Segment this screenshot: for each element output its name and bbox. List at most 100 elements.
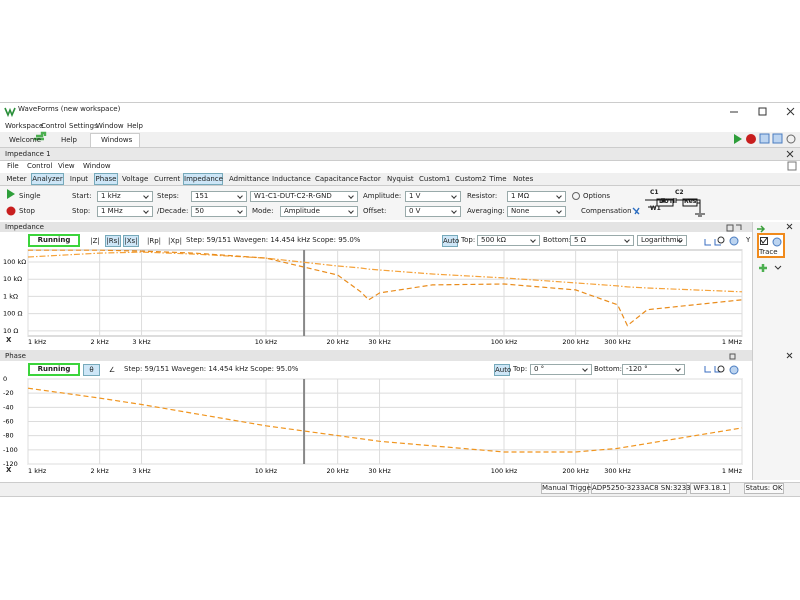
instrument-tab[interactable]: Custom2 [455, 175, 487, 183]
circuit-diagram [645, 198, 705, 217]
tab[interactable]: Windows [101, 136, 133, 144]
label: Top: [461, 236, 476, 244]
auto-button[interactable]: Auto [494, 364, 512, 376]
y-tick-label: -20 [3, 389, 14, 397]
instrument-tab[interactable]: Phase [94, 173, 118, 185]
panel-close[interactable] [786, 352, 793, 359]
single-icon[interactable] [7, 189, 15, 199]
trace-toggle[interactable]: θ [83, 364, 100, 376]
bottom-combo[interactable]: -120 ° [622, 364, 685, 375]
menu-item[interactable]: Help [127, 122, 143, 130]
instrument-tab[interactable]: Current [154, 175, 181, 183]
sidebar-arrow[interactable] [757, 225, 766, 233]
scale-combo[interactable]: Logarithmic [637, 235, 687, 246]
acquisition-info: Step: 59/151 Wavegen: 14.454 kHz Scope: … [124, 365, 299, 373]
trace-toggle[interactable]: |Rp| [147, 237, 162, 245]
zoom-icon[interactable] [717, 365, 725, 373]
close-icon[interactable] [786, 107, 795, 116]
y-tick-label: -60 [3, 418, 14, 426]
instrument-tab[interactable]: Input [69, 175, 89, 183]
compensation-icon[interactable] [632, 207, 640, 215]
tab-bar [0, 132, 800, 148]
auto-button[interactable]: Auto [442, 235, 460, 247]
menu-item[interactable]: Control [27, 162, 53, 170]
instrument-tab[interactable]: Meter [6, 175, 27, 183]
options-button[interactable]: Options [583, 192, 611, 200]
run-icon[interactable] [734, 134, 742, 144]
mode-combo[interactable]: Amplitude [280, 206, 358, 217]
trace-toggle[interactable]: |Xs| [123, 235, 139, 247]
instrument-tab[interactable]: Impedance [183, 173, 223, 185]
y-button[interactable]: Y [746, 236, 751, 244]
settings-icon[interactable] [786, 134, 796, 144]
circuit-label: Res [684, 198, 697, 205]
plot-icons[interactable] [704, 366, 721, 373]
tab[interactable]: Help [61, 136, 77, 144]
close-instrument-icon[interactable] [786, 150, 794, 158]
zoom-icon[interactable] [717, 236, 725, 244]
bottom-combo[interactable]: 5 Ω [570, 235, 634, 246]
maximize-icon[interactable] [758, 107, 767, 116]
add-trace-dropdown[interactable] [774, 265, 782, 270]
stop-icon[interactable] [746, 134, 756, 144]
x-button[interactable]: X [6, 336, 12, 344]
menu-item[interactable]: Window [83, 162, 111, 170]
instrument-tab[interactable]: Factor [359, 175, 381, 183]
tab[interactable]: Welcome [9, 136, 42, 144]
trace-toggle[interactable]: |Rs| [105, 235, 121, 247]
resistor-combo[interactable]: 1 MΩ [507, 191, 566, 202]
instrument-tab[interactable]: Admittance [229, 175, 270, 183]
steps-combo[interactable]: 151 [191, 191, 247, 202]
panel-icons[interactable] [729, 353, 736, 360]
averaging-combo[interactable]: None [507, 206, 566, 217]
panel-title: Impedance [5, 223, 44, 231]
options-icon[interactable] [572, 192, 580, 200]
stop-combo[interactable]: 1 MHz [97, 206, 153, 217]
y-tick-label: -40 [3, 403, 14, 411]
instrument-tab[interactable]: Nyquist [387, 175, 414, 183]
menu-item[interactable]: View [58, 162, 75, 170]
toolbar-icon[interactable] [759, 133, 770, 144]
trace-icon [772, 237, 782, 247]
plot-settings-icon[interactable] [729, 365, 739, 375]
trace-toggle[interactable]: |Z| [90, 237, 100, 245]
trace-toggle[interactable]: ∠ [108, 366, 116, 374]
plot-settings-icon[interactable] [729, 236, 739, 246]
x-button[interactable]: X [6, 466, 12, 474]
menu-item[interactable]: Workspace [5, 122, 44, 130]
toolbar-icon[interactable] [772, 133, 783, 144]
x-tick-label: 2 kHz [91, 338, 110, 346]
instrument-tab[interactable]: Voltage [122, 175, 149, 183]
panel-icons[interactable] [726, 224, 742, 232]
stop-button[interactable]: Stop [19, 207, 35, 215]
instrument-tab[interactable]: Capacitance [315, 175, 359, 183]
x-tick-label: 300 kHz [604, 338, 631, 346]
config-combo[interactable]: W1-C1-DUT-C2-R-GND [250, 191, 358, 202]
window-icon[interactable] [787, 161, 797, 171]
top-combo[interactable]: 500 kΩ [477, 235, 540, 246]
top-combo[interactable]: 0 ° [530, 364, 592, 375]
menu-bar [0, 121, 800, 132]
single-button[interactable]: Single [19, 192, 41, 200]
instrument-tab[interactable]: Notes [513, 175, 534, 183]
instrument-tab[interactable]: Analyzer [31, 173, 64, 185]
start-combo[interactable]: 1 kHz [97, 191, 153, 202]
menu-item[interactable]: Settings [69, 122, 98, 130]
add-trace-icon[interactable] [759, 264, 767, 272]
stop-run-icon[interactable] [6, 206, 16, 216]
menu-item[interactable]: Control [41, 122, 67, 130]
decade-combo[interactable]: 50 [191, 206, 247, 217]
amplitude-combo[interactable]: 1 V [405, 191, 461, 202]
instrument-tab[interactable]: Time [489, 175, 507, 183]
offset-combo[interactable]: 0 V [405, 206, 461, 217]
panel-close[interactable] [786, 223, 793, 230]
plot-icons[interactable] [704, 239, 721, 246]
trace-label: Trace [759, 248, 778, 256]
instrument-tab[interactable]: Inductance [272, 175, 311, 183]
trace-toggle[interactable]: |Xp| [168, 237, 182, 245]
impedance-header [0, 222, 800, 232]
menu-item[interactable]: Window [96, 122, 124, 130]
instrument-tab[interactable]: Custom1 [419, 175, 451, 183]
x-tick-label: 2 kHz [91, 467, 110, 475]
menu-item[interactable]: File [7, 162, 19, 170]
